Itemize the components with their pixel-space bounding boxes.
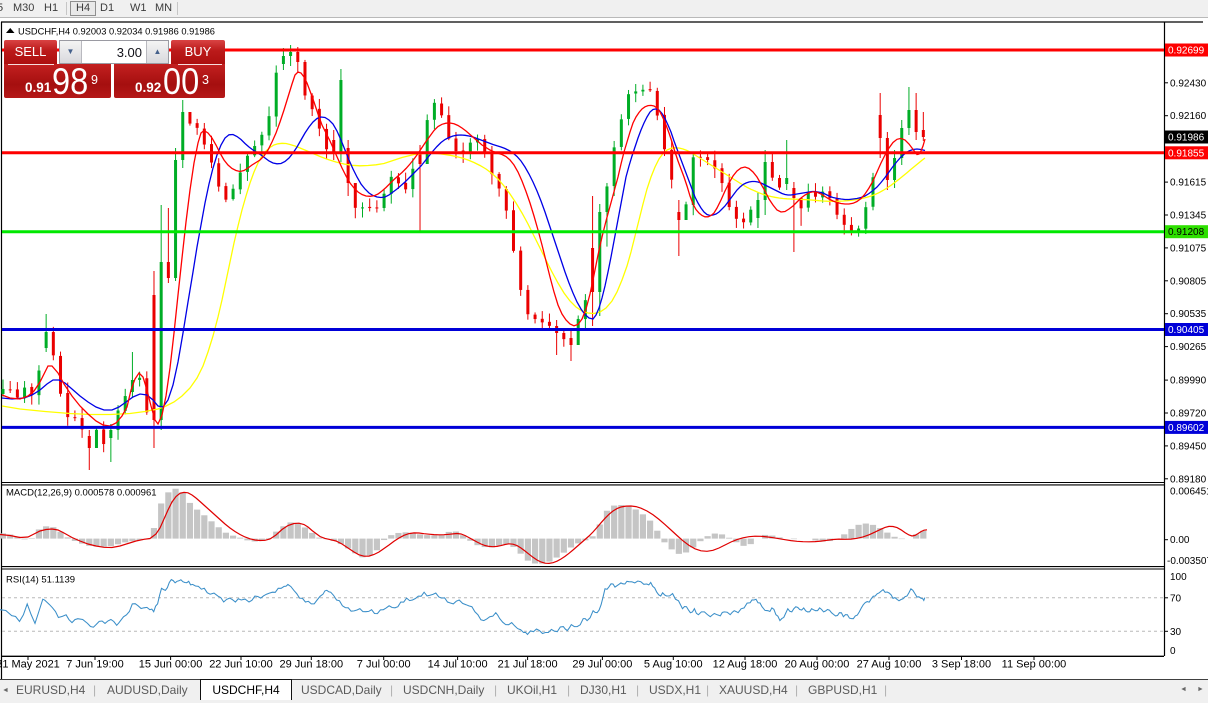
svg-text:0.92160: 0.92160 <box>1170 111 1207 122</box>
svg-text:0.89720: 0.89720 <box>1170 409 1207 420</box>
svg-text:29 Jun 18:00: 29 Jun 18:00 <box>279 659 343 671</box>
svg-text:0.00: 0.00 <box>1170 535 1190 546</box>
svg-text:14 Jul 10:00: 14 Jul 10:00 <box>428 659 488 671</box>
svg-text:0.90805: 0.90805 <box>1170 276 1207 287</box>
svg-text:0.92430: 0.92430 <box>1170 78 1207 89</box>
svg-text:0.91986: 0.91986 <box>1168 133 1205 144</box>
svg-text:27 Aug 10:00: 27 Aug 10:00 <box>857 659 922 671</box>
svg-text:0: 0 <box>1170 646 1176 657</box>
svg-text:0.91615: 0.91615 <box>1170 178 1207 189</box>
svg-text:-0.003507: -0.003507 <box>1167 556 1208 567</box>
svg-text:29 Jul 00:00: 29 Jul 00:00 <box>572 659 632 671</box>
svg-text:15 Jun 00:00: 15 Jun 00:00 <box>139 659 203 671</box>
svg-text:20 Aug 00:00: 20 Aug 00:00 <box>785 659 850 671</box>
svg-text:0.90535: 0.90535 <box>1170 309 1207 320</box>
svg-text:70: 70 <box>1170 593 1182 604</box>
svg-text:0.89450: 0.89450 <box>1170 441 1207 452</box>
svg-text:5 Aug 10:00: 5 Aug 10:00 <box>644 659 703 671</box>
svg-text:7 Jul 00:00: 7 Jul 00:00 <box>357 659 411 671</box>
svg-text:3 Sep 18:00: 3 Sep 18:00 <box>932 659 991 671</box>
svg-text:RSI(14) 51.1139: RSI(14) 51.1139 <box>6 575 75 586</box>
svg-text:0.90265: 0.90265 <box>1170 342 1207 353</box>
svg-text:21 Jul 18:00: 21 Jul 18:00 <box>498 659 558 671</box>
svg-text:0.92699: 0.92699 <box>1168 46 1205 57</box>
svg-text:0.89180: 0.89180 <box>1170 474 1207 485</box>
svg-text:0.90405: 0.90405 <box>1168 325 1205 336</box>
svg-text:0.89990: 0.89990 <box>1170 376 1207 387</box>
svg-text:22 Jun 10:00: 22 Jun 10:00 <box>209 659 273 671</box>
svg-text:0.006451: 0.006451 <box>1170 487 1208 498</box>
svg-text:MACD(12,26,9) 0.000578 0.00096: MACD(12,26,9) 0.000578 0.000961 <box>6 488 157 499</box>
svg-text:0.91855: 0.91855 <box>1168 148 1205 159</box>
svg-text:0.91075: 0.91075 <box>1170 243 1207 254</box>
svg-text:31 May 2021: 31 May 2021 <box>0 659 60 671</box>
svg-text:100: 100 <box>1170 572 1187 583</box>
svg-text:30: 30 <box>1170 627 1182 638</box>
svg-text:0.91345: 0.91345 <box>1170 211 1207 222</box>
svg-text:11 Sep 00:00: 11 Sep 00:00 <box>1002 659 1067 671</box>
svg-text:0.89602: 0.89602 <box>1168 423 1205 434</box>
svg-text:USDCHF,H4 0.92003 0.92034 0.9: USDCHF,H4 0.92003 0.92034 0.91986 0.9198… <box>18 27 215 37</box>
svg-text:7 Jun 19:00: 7 Jun 19:00 <box>66 659 124 671</box>
svg-text:12 Aug 18:00: 12 Aug 18:00 <box>713 659 778 671</box>
svg-text:0.91208: 0.91208 <box>1168 227 1205 238</box>
